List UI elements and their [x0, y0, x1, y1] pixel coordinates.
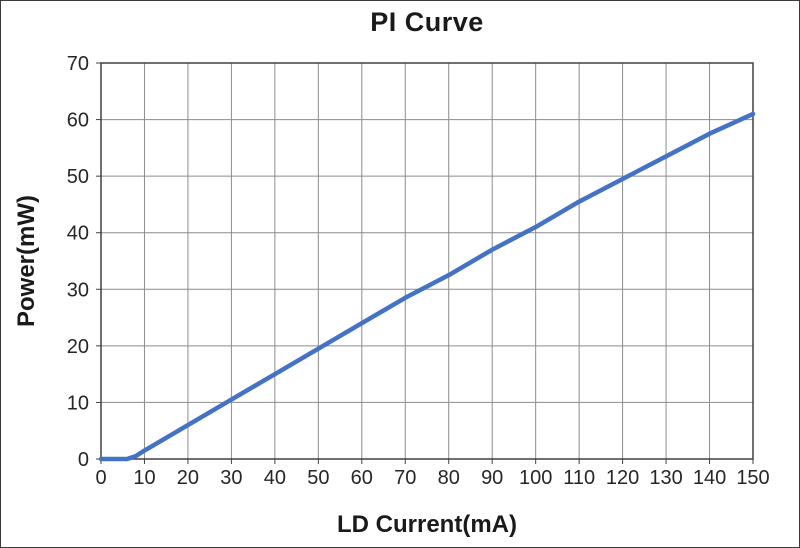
x-tick-label: 120 — [606, 467, 639, 489]
x-tick-label: 10 — [133, 467, 155, 489]
x-tick-label: 130 — [649, 467, 682, 489]
x-tick-label: 40 — [264, 467, 286, 489]
y-tick-label: 40 — [67, 223, 89, 245]
x-tick-label: 30 — [220, 467, 242, 489]
x-tick-label: 50 — [307, 467, 329, 489]
x-axis-label: LD Current(mA) — [337, 511, 517, 538]
x-tick-label: 70 — [394, 467, 416, 489]
x-tick-label: 100 — [519, 467, 552, 489]
y-tick-label: 70 — [67, 53, 89, 75]
x-tick-label: 140 — [693, 467, 726, 489]
y-tick-label: 50 — [67, 166, 89, 188]
x-tick-label: 150 — [736, 467, 769, 489]
chart-title: PI Curve — [370, 7, 484, 37]
x-tick-label: 80 — [438, 467, 460, 489]
x-tick-label: 110 — [563, 467, 595, 489]
y-tick-label: 0 — [78, 449, 89, 471]
y-tick-label: 20 — [67, 336, 89, 358]
x-tick-label: 0 — [95, 467, 106, 489]
x-tick-label: 20 — [177, 467, 199, 489]
plot-border — [100, 62, 754, 460]
y-tick-label: 30 — [67, 279, 89, 301]
y-axis-label: Power(mW) — [13, 195, 40, 327]
y-tick-label: 60 — [67, 110, 89, 132]
x-tick-label: 90 — [481, 467, 503, 489]
pi-curve-line — [98, 111, 756, 462]
y-tick-label: 10 — [67, 392, 89, 414]
x-tick-label: 60 — [351, 467, 373, 489]
